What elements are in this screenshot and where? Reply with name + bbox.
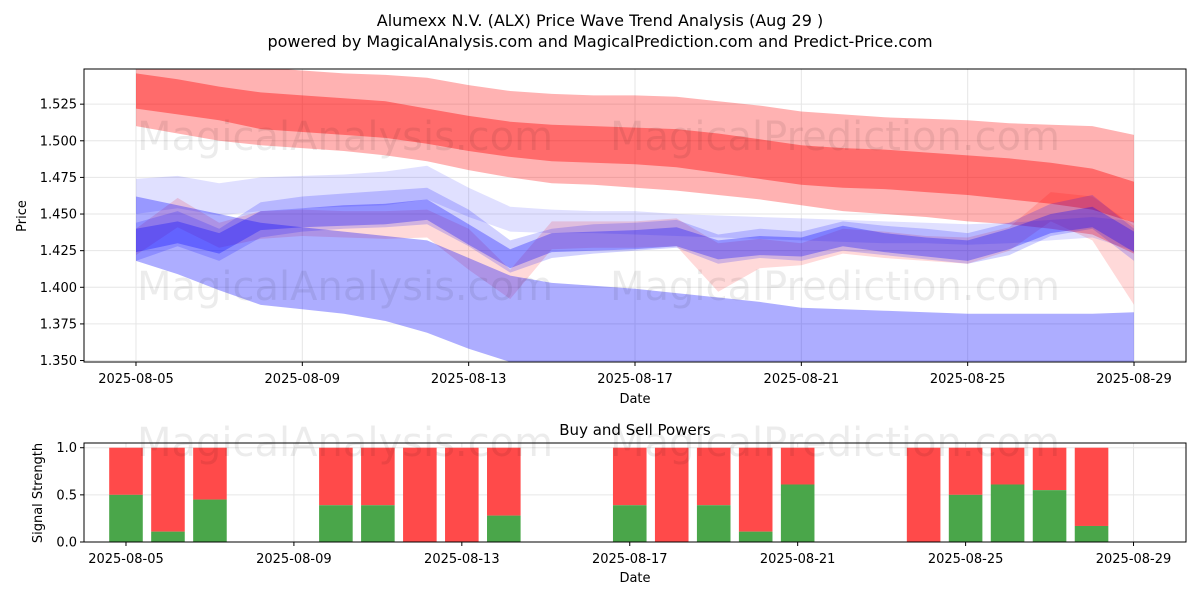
buy-wave-band [136, 187, 1134, 273]
powers-x-tick-label: 2025-08-09 [256, 552, 332, 567]
price-y-tick-label: 1.350 [40, 354, 77, 369]
watermark-text: MagicalAnalysis.com [137, 264, 553, 310]
buy-power-bar [319, 505, 353, 542]
sell-power-bar [193, 447, 227, 500]
sell-power-bar [1074, 447, 1109, 526]
buy-power-bar [1032, 490, 1067, 542]
watermark-text: MagicalPrediction.com [610, 264, 1060, 310]
sell-power-bar [738, 447, 773, 532]
powers-y-tick-label: 0.0 [56, 536, 77, 551]
sell-power-bar [403, 447, 437, 542]
sell-power-bar [696, 447, 731, 506]
price-x-ticks: 2025-08-05 2025-08-09 2025-08-13 2025-08-17… [98, 362, 1172, 387]
sell-power-bar [361, 447, 395, 506]
powers-y-tick-label: 1.0 [56, 441, 77, 456]
powers-x-tick-label: 2025-08-13 [424, 552, 500, 567]
price-y-tick-label: 1.450 [40, 208, 77, 223]
powers-x-ticks: 2025-08-05 2025-08-09 2025-08-13 2025-08-17… [88, 542, 1171, 567]
sell-power-bar [487, 447, 521, 516]
sell-power-bar [948, 447, 983, 495]
buy-power-bar [780, 484, 815, 542]
chart-subtitle: powered by MagicalAnalysis.com and Magic… [267, 32, 932, 51]
powers-y-tick-label: 0.5 [56, 488, 77, 503]
watermark-text: MagicalAnalysis.com [137, 114, 553, 160]
powers-x-label: Date [619, 571, 650, 586]
sell-power-bar [1032, 447, 1067, 491]
buy-power-bar [193, 499, 227, 542]
price-x-tick-label: 2025-08-09 [265, 372, 341, 387]
sell-power-bar [780, 447, 815, 485]
price-watermarks: MagicalAnalysis.com MagicalPrediction.com… [137, 114, 1060, 310]
price-y-tick-label: 1.475 [40, 171, 77, 186]
price-bands [136, 69, 1134, 362]
sell-power-bar [612, 447, 647, 506]
buy-power-bar [990, 484, 1025, 542]
buy-power-bar [612, 505, 647, 542]
sell-power-bar [654, 447, 689, 542]
price-x-label: Date [619, 392, 650, 407]
price-y-tick-label: 1.400 [40, 281, 77, 296]
sell-power-bar [445, 447, 479, 542]
price-x-tick-label: 2025-08-05 [98, 372, 174, 387]
price-y-tick-label: 1.500 [40, 134, 77, 149]
price-x-tick-label: 2025-08-21 [764, 372, 840, 387]
buy-power-bar [696, 505, 731, 542]
sell-power-bar [906, 447, 941, 542]
price-x-tick-label: 2025-08-25 [930, 372, 1006, 387]
price-grid [84, 69, 1186, 362]
sell-power-bar [319, 447, 353, 506]
powers-y-ticks: 0.0 0.5 1.0 [56, 441, 84, 551]
sell-power-bar [990, 447, 1025, 485]
sell-wave-band [136, 69, 1134, 254]
price-y-tick-label: 1.375 [40, 317, 77, 332]
powers-y-label: Signal Strength [31, 443, 46, 543]
price-x-tick-label: 2025-08-29 [1096, 372, 1172, 387]
buy-wave-band [136, 165, 1134, 251]
buy-power-bar [361, 505, 395, 542]
powers-bars [109, 447, 1109, 542]
buy-power-bar [948, 494, 983, 542]
price-x-tick-label: 2025-08-17 [597, 372, 673, 387]
powers-x-tick-label: 2025-08-25 [928, 552, 1004, 567]
chart-title: Alumexx N.V. (ALX) Price Wave Trend Anal… [377, 11, 823, 30]
buy-wave-band [136, 199, 1134, 269]
price-y-ticks: 1.350 1.375 1.400 1.425 1.450 1.475 1.500 1.525 [40, 98, 84, 369]
powers-x-tick-label: 2025-08-17 [592, 552, 668, 567]
watermark-text: MagicalPrediction.com [610, 114, 1060, 160]
sell-wave-band [136, 73, 1134, 223]
buy-power-bar [151, 531, 185, 542]
buy-power-bar [487, 515, 521, 542]
price-y-tick-label: 1.425 [40, 244, 77, 259]
price-x-tick-label: 2025-08-13 [431, 372, 507, 387]
sell-power-bar [109, 447, 143, 495]
buy-wave-band [136, 196, 1134, 362]
powers-title: Buy and Sell Powers [559, 421, 711, 439]
buy-power-bar [1074, 525, 1109, 542]
powers-x-tick-label: 2025-08-29 [1096, 552, 1172, 567]
sell-power-bar [151, 447, 185, 532]
powers-plot-frame [83, 442, 1187, 543]
buy-power-bar [109, 494, 143, 542]
powers-x-tick-label: 2025-08-05 [88, 552, 164, 567]
powers-x-tick-label: 2025-08-21 [760, 552, 836, 567]
price-y-tick-label: 1.525 [40, 98, 77, 113]
price-y-label: Price [15, 200, 30, 232]
sell-wave-band [136, 192, 1134, 305]
buy-power-bar [738, 531, 773, 542]
